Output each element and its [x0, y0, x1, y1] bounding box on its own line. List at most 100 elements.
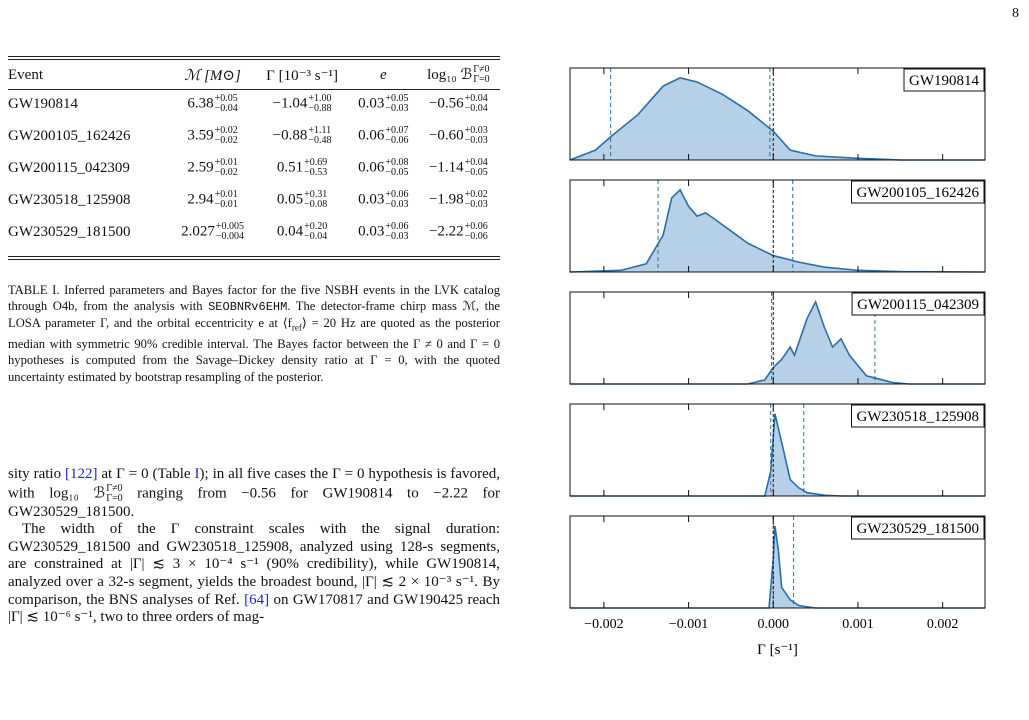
- scripts: +0.06 −0.03: [385, 190, 408, 210]
- scripts: +0.04 −0.04: [465, 94, 488, 114]
- label-box: [851, 516, 985, 540]
- lower-error: −0.01: [214, 199, 238, 210]
- value-cell: 6.38 +0.05 −0.04: [171, 88, 255, 120]
- median: 0.05: [276, 191, 304, 208]
- upper-error: +0.005: [215, 221, 244, 232]
- panel-frame: [569, 291, 986, 385]
- header-cell: Event: [8, 66, 43, 83]
- header-cell: ℳ [M⊙]: [171, 62, 255, 88]
- value-cell: 0.51 +0.69 −0.53: [254, 152, 349, 184]
- paragraph: sity ratio [122] at Γ = 0 (Table I); in …: [8, 466, 500, 521]
- lower-error: −0.53: [304, 167, 328, 178]
- lower-error: −0.05: [464, 167, 488, 178]
- upper-error: +0.07: [385, 125, 409, 136]
- scripts: +1.00 −0.88: [308, 94, 331, 114]
- scripts: +0.05 −0.03: [385, 94, 408, 114]
- density-line: [570, 413, 985, 497]
- label-box: [851, 292, 985, 316]
- scripts: +0.01 −0.02: [215, 158, 238, 178]
- upper-error: +0.03: [464, 125, 488, 136]
- median: 3.59: [187, 127, 214, 144]
- caption-text: ⟩ = 20 Hz are quoted as the posterior me…: [8, 316, 500, 384]
- scripts: +0.69 −0.53: [304, 158, 327, 178]
- scripts: Γ≠0 Γ=0: [106, 483, 123, 504]
- upper-error: +0.31: [304, 189, 328, 200]
- table-link[interactable]: I: [194, 466, 200, 482]
- table-caption: TABLE I. Inferred parameters and Bayes f…: [8, 282, 500, 385]
- value-cell: −0.56 +0.04 −0.04: [417, 88, 500, 120]
- value-cell: 3.59 +0.02 −0.02: [171, 120, 255, 152]
- caption-sub: ref: [291, 322, 302, 333]
- upper-error: +0.69: [304, 157, 328, 168]
- scripts: +0.04 −0.05: [465, 158, 488, 178]
- value-cell: 2.027 +0.005 −0.004: [171, 216, 255, 248]
- density-area: [570, 413, 985, 496]
- median: 0.03: [358, 223, 385, 240]
- median: 0.06: [358, 127, 385, 144]
- density-area: [570, 525, 985, 608]
- panel-frame: [569, 179, 986, 273]
- header-text: log₁₀ ℬ: [427, 66, 473, 83]
- lower-error: −0.05: [385, 167, 409, 178]
- sub: Γ=0: [473, 74, 490, 86]
- panel-label: GW190814: [909, 73, 979, 89]
- table-rule: [8, 89, 500, 90]
- scripts: +0.005 −0.004: [216, 222, 244, 242]
- table-row: GW200115_042309 2.59 +0.01 −0.02 0.51 +0.69 −0…: [8, 152, 500, 184]
- header-cell: e: [350, 62, 417, 88]
- median: 0.03: [358, 95, 385, 112]
- caption-text: . The detector-frame chirp mass ℳ, the L…: [8, 299, 500, 331]
- event-cell: GW190814: [8, 95, 78, 112]
- lower-error: −0.02: [214, 167, 238, 178]
- scripts: Γ≠0 Γ=0: [473, 65, 489, 85]
- median: 0.06: [358, 159, 385, 176]
- body-text: sity ratio [122] at Γ = 0 (Table I); in …: [8, 466, 500, 627]
- text: ranging from −0.56 for GW190814 to −2.22…: [8, 485, 500, 520]
- upper-error: +0.04: [464, 157, 488, 168]
- scripts: +0.01 −0.01: [215, 190, 238, 210]
- citation-link[interactable]: [64]: [244, 591, 270, 608]
- event-cell: GW230518_125908: [8, 191, 131, 208]
- table-rule: [8, 256, 500, 257]
- text: The width of the Γ constraint scales wit…: [8, 521, 500, 608]
- lower-error: −0.04: [304, 231, 328, 242]
- scripts: +0.06 −0.03: [385, 222, 408, 242]
- value-cell: 0.06 +0.08 −0.05: [350, 152, 417, 184]
- lower-error: −0.03: [385, 103, 409, 114]
- event-cell: GW200105_162426: [8, 127, 131, 144]
- table-body: GW190814 6.38 +0.05 −0.04 −1.04 +1.00 −0.88 0.0…: [8, 88, 500, 248]
- value-cell: 0.03 +0.06 −0.03: [350, 184, 417, 216]
- value-cell: 0.05 +0.31 −0.08: [254, 184, 349, 216]
- x-tick-label: −0.001: [669, 617, 708, 632]
- header-cell: Γ [10⁻³ s⁻¹]: [266, 67, 338, 84]
- sub: Γ=0: [106, 492, 123, 504]
- header-cell: log₁₀ ℬ Γ≠0 Γ=0: [417, 62, 500, 88]
- median: 2.027: [181, 223, 215, 240]
- lower-error: −0.04: [214, 103, 238, 114]
- panel-label: GW230529_181500: [857, 521, 980, 537]
- panel-frame: [569, 67, 986, 161]
- citation-link[interactable]: [122]: [64, 466, 98, 482]
- event-cell: GW230529_181500: [8, 223, 131, 240]
- x-axis-label: Γ [s⁻¹]: [757, 642, 798, 658]
- panel-label: GW200115_042309: [857, 297, 979, 313]
- median: 0.03: [358, 191, 385, 208]
- event-cell: GW200115_042309: [8, 159, 130, 176]
- table-rule: [8, 56, 500, 57]
- table-rule: [8, 259, 500, 260]
- median: −1.98: [428, 191, 464, 208]
- value-cell: 0.06 +0.07 −0.06: [350, 120, 417, 152]
- table-rule: [8, 59, 500, 60]
- density-line: [570, 525, 985, 609]
- density-area: [570, 189, 985, 272]
- upper-error: +0.06: [464, 221, 488, 232]
- x-tick-label: 0.002: [927, 617, 959, 632]
- upper-error: +0.06: [385, 221, 409, 232]
- value-cell: −1.14 +0.04 −0.05: [417, 152, 500, 184]
- text: sity ratio: [8, 466, 65, 482]
- scripts: +0.31 −0.08: [304, 190, 327, 210]
- parameter-table: Event ℳ [M⊙] Γ [10⁻³ s⁻¹] e log₁₀ ℬ Γ≠0 Γ=…: [8, 62, 500, 248]
- value-cell: 0.03 +0.05 −0.03: [350, 88, 417, 120]
